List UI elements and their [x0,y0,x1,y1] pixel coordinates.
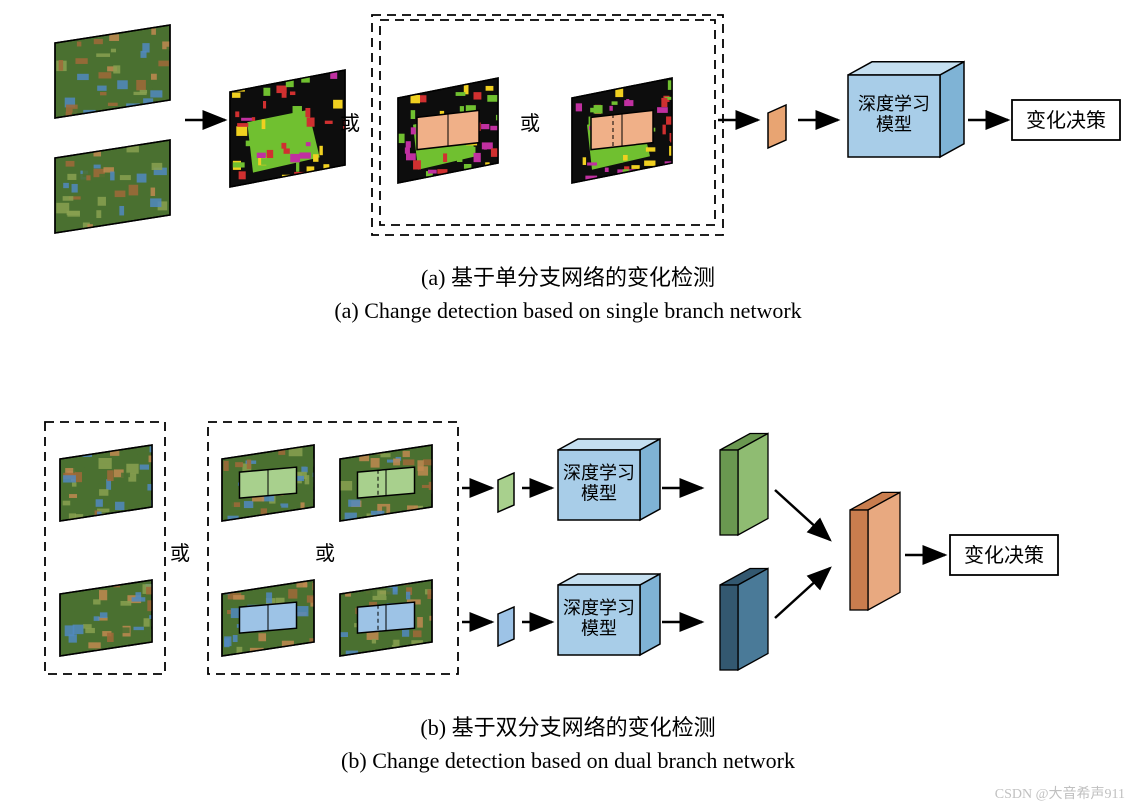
patch-bl [222,580,325,659]
caption-a-en: (a) Change detection based on single bra… [334,298,801,323]
caption-a-cn: (a) 基于单分支网络的变化检测 [421,265,715,290]
box-label: 变化决策 [964,544,1044,567]
dl-cube-bt: 深度学习模型 [558,439,660,520]
dl-cube-a: 深度学习模型 [848,62,964,157]
patch-tr [340,445,441,529]
box-label: 变化决策 [1026,109,1106,132]
or-label-a1: 或 [340,112,360,135]
decision-box-b: 变化决策 [950,535,1058,575]
small-tile-bb [498,607,514,646]
decision-box-a: 变化决策 [1012,100,1120,140]
or-label-a2: 或 [520,112,540,135]
sat-image-t1 [55,25,179,124]
diff-image [230,70,350,194]
patch-tl [222,445,324,527]
sat-image-b1 [60,445,163,530]
or-label-b2: 或 [315,542,335,565]
diagram-root: 或或深度学习模型变化决策(a) 基于单分支网络的变化检测(a) Change d… [0,0,1137,805]
dl-cube-bb: 深度学习模型 [558,574,660,655]
caption-b-cn: (b) 基于双分支网络的变化检测 [420,715,715,740]
feat-slab-merge [850,492,900,610]
sat-image-t2 [55,140,171,243]
diff-patch-1 [398,78,503,192]
arrow-conv-t [775,490,830,540]
small-tile-bt [498,473,514,512]
or-label-b1: 或 [170,542,190,565]
feat-slab-b [720,569,768,671]
diff-patch-2 [572,78,680,192]
caption-b-en: (b) Change detection based on dual branc… [341,748,795,773]
arrow-conv-b [775,568,830,618]
feat-slab-t [720,434,768,536]
patch-br [340,580,441,663]
sat-image-b2 [60,580,162,664]
watermark: CSDN @大音希声911 [995,785,1125,802]
small-tile-a [768,105,786,148]
